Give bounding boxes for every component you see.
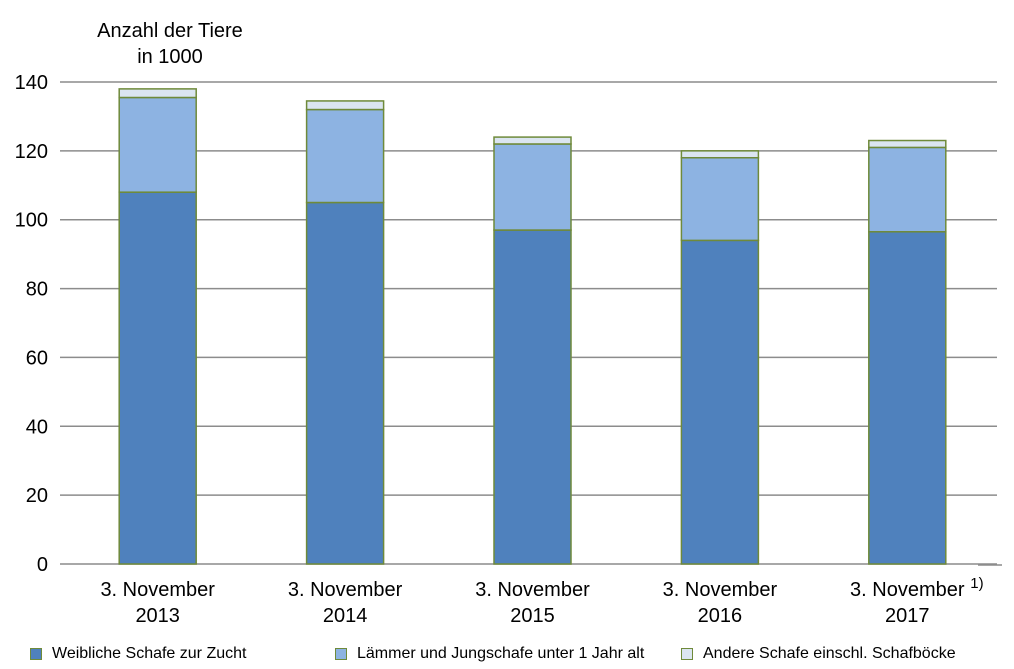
legend-swatch [681, 648, 693, 660]
x-tick-label: 2014 [323, 605, 368, 627]
y-tick-label: 0 [37, 554, 48, 576]
x-tick-label: 2016 [698, 605, 743, 627]
y-tick-label: 120 [15, 141, 48, 163]
y-axis-title-line-2: in 1000 [137, 46, 203, 68]
y-tick-label: 40 [26, 416, 48, 438]
legend-item-weibliche-schafe: Weibliche Schafe zur Zucht [30, 645, 246, 663]
bar-segment [493, 136, 572, 145]
x-axis-ticks: 3. November 2013 3. November 2014 3. Novembe… [100, 575, 983, 627]
legend-label: Lämmer und Jungschafe unter 1 Jahr alt [357, 645, 645, 662]
legend-item-laemmer: Lämmer und Jungschafe unter 1 Jahr alt [335, 645, 644, 663]
x-tick-label: 3. November [288, 579, 403, 601]
legend-item-andere-schafe: Andere Schafe einschl. Schafböcke [681, 645, 956, 663]
y-tick-label: 60 [26, 347, 48, 369]
bar-segment [305, 201, 385, 565]
bar-segment [305, 108, 385, 204]
x-tick-label: 3. November [100, 579, 215, 601]
y-tick-label: 100 [15, 210, 48, 232]
legend: Weibliche Schafe zur Zucht Lämmer und Ju… [30, 645, 1010, 667]
bar-segment [868, 231, 947, 565]
y-tick-label: 80 [26, 279, 48, 301]
bar-segment [868, 146, 947, 233]
legend-label: Weibliche Schafe zur Zucht [52, 645, 247, 662]
y-tick-label: 20 [26, 485, 48, 507]
y-axis-title-line-1: Anzahl der Tiere [97, 20, 243, 42]
bar-segment [305, 100, 385, 111]
legend-label: Andere Schafe einschl. Schafböcke [703, 645, 956, 662]
x-tick-label: 2013 [135, 605, 180, 627]
x-tick-label: 2015 [510, 605, 555, 627]
y-axis-title: Anzahl der Tiere in 1000 [80, 18, 260, 70]
footnote-marker: 1) [970, 575, 983, 592]
x-tick-label: 3. November [663, 579, 778, 601]
y-axis-ticks: 0 20 40 60 80 100 120 140 [15, 72, 48, 576]
bar-segment [868, 139, 947, 149]
x-tick-label: 3. November [850, 579, 965, 601]
bar-segment [493, 143, 572, 231]
x-tick-label: 2017 [885, 605, 930, 627]
bar-segment [493, 229, 572, 565]
x-tick-label: 3. November [475, 579, 590, 601]
bar-segment [118, 88, 197, 99]
legend-swatch [30, 648, 42, 660]
y-tick-label: 140 [15, 72, 48, 94]
bar-segment [680, 150, 760, 159]
bar-segment [680, 156, 760, 242]
bars [118, 88, 947, 565]
bar-segment [118, 96, 197, 193]
legend-swatch [335, 648, 347, 660]
bar-segment [680, 239, 760, 565]
bar-segment [118, 191, 197, 565]
